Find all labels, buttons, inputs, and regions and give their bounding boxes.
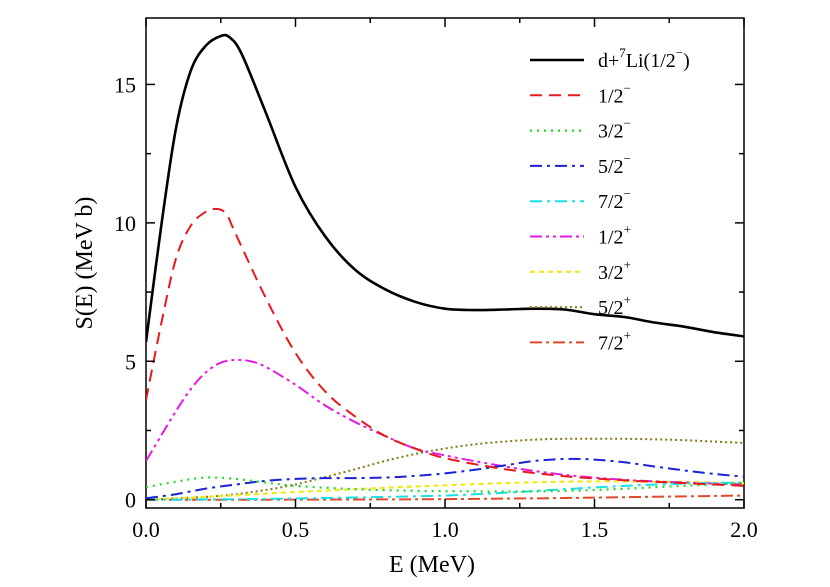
- y-tick-label: 5: [125, 349, 136, 374]
- y-axis-label: S(E) (MeV b): [72, 197, 98, 330]
- y-tick-label: 10: [114, 211, 136, 236]
- plot-frame: [145, 17, 745, 509]
- series-line-d-7li: [146, 33, 744, 343]
- legend-label: 1/2−: [598, 80, 631, 107]
- x-tick-label: 1.0: [431, 517, 459, 542]
- series-layer: [146, 33, 744, 501]
- x-tick-label: 1.5: [581, 517, 609, 542]
- series-line-1-2-minus: [146, 207, 744, 487]
- legend-label: 3/2−: [598, 116, 631, 143]
- legend-label: 1/2+: [598, 222, 631, 249]
- series-line-7-2-minus: [146, 481, 744, 501]
- series-line-3-2-minus: [146, 476, 744, 493]
- series-line-1-2-plus: [146, 358, 744, 486]
- legend-label: d+7Li(1/2−): [598, 45, 690, 72]
- legend-label: 7/2+: [598, 327, 631, 354]
- series-line-5-2-plus: [146, 437, 744, 501]
- y-tick-label: 0: [125, 488, 136, 513]
- legend-label: 3/2+: [598, 257, 631, 284]
- y-tick-label: 15: [114, 72, 136, 97]
- legend: d+7Li(1/2−) 1/2− 3/2− 5/2− 7/2− 1/2+ 3/2+ 5/2+ 7…: [530, 45, 690, 354]
- legend-label: 5/2+: [598, 292, 631, 319]
- legend-label: 7/2−: [598, 186, 631, 213]
- series-line-7-2-plus: [146, 494, 744, 501]
- ticks-layer: 0.0 0.5 1.0 1.5 2.0 0 5 10 15: [114, 18, 758, 542]
- series-line-5-2-minus: [146, 457, 744, 500]
- x-tick-label: 0.0: [132, 517, 160, 542]
- x-axis-label: E (MeV): [389, 552, 475, 578]
- x-tick-label: 2.0: [730, 517, 758, 542]
- x-tick-label: 0.5: [282, 517, 310, 542]
- legend-label: 5/2−: [598, 151, 631, 178]
